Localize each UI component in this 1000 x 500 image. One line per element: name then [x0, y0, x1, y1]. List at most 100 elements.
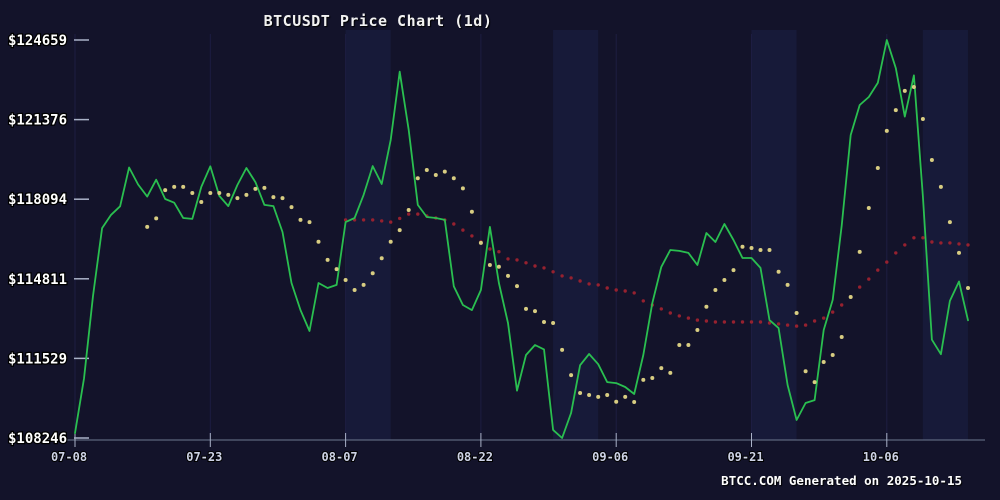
ma_long-dot	[416, 212, 420, 216]
ma_long-dot	[912, 236, 916, 240]
ma_short-dot	[524, 306, 528, 311]
ma_long-dot	[551, 270, 555, 274]
ma_short-dot	[749, 246, 754, 250]
ma_short-dot	[875, 166, 880, 170]
ma_long-dot	[407, 212, 411, 216]
ma_short-dot	[929, 158, 934, 162]
ma_long-dot	[740, 320, 745, 324]
ma_short-dot	[226, 192, 231, 197]
ma_short-dot	[515, 284, 519, 289]
ma_short-dot	[370, 271, 375, 276]
ma_long-dot	[731, 320, 736, 324]
ma_short-dot	[659, 366, 664, 371]
ma_short-dot	[325, 257, 330, 262]
y-axis-tick-label: $111529	[8, 351, 67, 367]
ma_short-dot	[253, 186, 258, 191]
ma_long-dot	[822, 316, 826, 320]
ma_short-dot	[569, 373, 574, 378]
ma_short-dot	[542, 320, 546, 324]
ma_long-dot	[641, 299, 645, 303]
y-axis-tick-label: $108246	[8, 431, 67, 447]
ma_long-dot	[506, 257, 510, 261]
ma_short-dot	[406, 208, 411, 212]
ma_short-dot	[893, 108, 898, 113]
ma_long-dot	[867, 277, 871, 281]
ma_long-dot	[632, 291, 636, 295]
ma_long-dot	[803, 323, 808, 327]
ma_short-dot	[469, 209, 474, 214]
ma_long-dot	[695, 318, 700, 322]
ma_short-dot	[857, 249, 862, 254]
ma_short-dot	[848, 295, 853, 299]
ma_short-dot	[487, 263, 492, 267]
ma_short-dot	[190, 191, 195, 195]
ma_short-dot	[172, 184, 177, 189]
x-axis-tick-label: 08-22	[457, 450, 493, 464]
ma_long-dot	[452, 222, 456, 226]
price-line-series	[74, 39, 969, 439]
ma_long-dot	[371, 218, 375, 222]
ma_long-dot	[921, 236, 925, 240]
ma_short-dot	[587, 393, 592, 397]
ma_short-dot	[262, 185, 267, 190]
ma_short-dot	[307, 220, 312, 225]
ma_long-dot	[812, 319, 817, 323]
ma_long-dot	[497, 250, 501, 254]
ma_short-dot	[433, 173, 438, 177]
ma_long-dot	[794, 324, 799, 328]
ma_long-dot	[758, 320, 763, 324]
ma_long-dot	[398, 216, 402, 221]
ma_short-dot	[397, 228, 402, 233]
ma_short-dot	[154, 216, 159, 221]
x-axis-tick-label: 07-08	[51, 450, 87, 464]
ma_long-dot	[614, 288, 618, 292]
ma_short-dot	[163, 188, 168, 193]
y-axis-tick-label: $124659	[8, 33, 67, 49]
ma_short-dot	[938, 184, 943, 189]
ma_long-dot	[659, 307, 663, 311]
ma_short-dot	[794, 311, 799, 315]
ma_long-dot	[858, 285, 862, 289]
ma_short-dot	[966, 286, 970, 290]
ma_short-dot	[839, 335, 844, 339]
ma_short-dot	[731, 268, 736, 273]
chart-footer-watermark: BTCC.COM Generated on 2025-10-15	[721, 473, 962, 488]
ma_short-dot	[641, 377, 646, 382]
ma_long-dot	[569, 276, 573, 280]
ma_long-dot	[704, 319, 709, 323]
ma_short-dot	[632, 400, 637, 404]
x-axis-tick-label: 09-21	[727, 450, 763, 464]
ma_short-dot	[442, 169, 447, 174]
ma_short-dot	[460, 186, 465, 191]
ma_short-dot	[623, 394, 628, 399]
x-axis-tick-label: 07-23	[186, 450, 222, 464]
ma_short-dot	[911, 85, 916, 89]
ma_short-dot	[758, 248, 763, 252]
ma_short-dot	[334, 267, 339, 272]
ma_long-dot	[722, 320, 727, 324]
x-axis-tick-label: 09-06	[592, 450, 628, 464]
ma_short-dot	[605, 393, 610, 397]
ma_long-dot	[668, 311, 672, 315]
ma_short-dot	[947, 220, 952, 225]
x-axis-tick-label: 08-07	[322, 450, 358, 464]
ma_short-dot	[145, 224, 150, 229]
ma_long-dot	[939, 241, 943, 245]
ma_long-dot	[957, 242, 961, 246]
ma_short-dot	[388, 239, 393, 244]
ma_short-dot	[695, 328, 700, 332]
ma_short-dot	[902, 88, 907, 93]
ma_short-dot	[298, 217, 303, 222]
ma_long-dot	[948, 241, 952, 245]
ma_long-dot	[623, 289, 627, 293]
ma_long-dot	[776, 322, 781, 326]
ma_short-dot	[415, 176, 420, 181]
ma_short-dot	[677, 343, 682, 347]
ma_short-dot	[776, 269, 781, 274]
ma_short-dot	[812, 380, 817, 385]
ma_short-dot	[830, 353, 835, 357]
y-axis-tick-label: $114811	[8, 272, 67, 288]
ma_long-dot	[524, 261, 528, 265]
ma_short-dot	[496, 264, 501, 269]
chart-title: BTCUSDT Price Chart (1d)	[263, 12, 493, 30]
